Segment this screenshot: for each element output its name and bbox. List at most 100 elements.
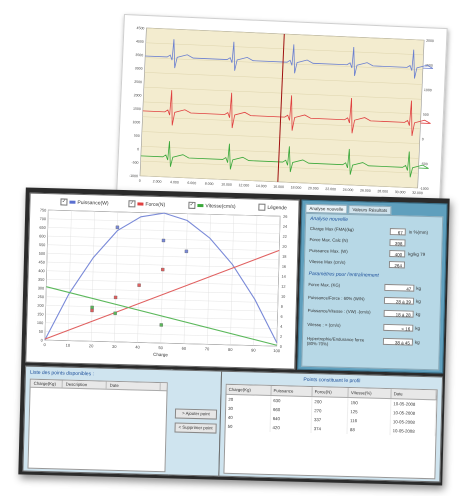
param-unit: kg <box>415 311 421 317</box>
ecg-left-tick-label: 1000 <box>132 120 140 124</box>
ecg-right-tick-label: 0 <box>422 137 424 141</box>
x-tick-label: 90 <box>251 347 256 352</box>
y-left-tick-label: 500 <box>39 252 45 256</box>
y-gridline <box>47 227 280 234</box>
y-gridline <box>44 339 277 347</box>
param-value-field[interactable]: 67 <box>389 228 406 236</box>
series-line <box>44 249 280 340</box>
y-gridline <box>45 305 278 312</box>
ecg-left-tick-label: 2500 <box>134 80 142 84</box>
data-point <box>90 308 94 313</box>
param-label: Vitesse Max (cm/s) <box>308 258 346 265</box>
ecg-gridline <box>143 86 422 100</box>
y-gridline <box>45 331 277 338</box>
y-right-tick-label: 2 <box>280 335 282 339</box>
ecg-x-tick-label: 28.000 <box>377 189 388 193</box>
param-label: Charge Max (FMA)(kg) <box>309 225 354 233</box>
param-label: Puissance/Vitesse : (VW) -(cm/s) <box>307 307 371 315</box>
param-row: Hypertrophie/Endurance force (80%-70%) 3… <box>307 336 435 348</box>
ecg-gridline <box>144 72 423 85</box>
ecg-x-tick-label: 32.000 <box>412 191 423 195</box>
remove-point-button[interactable]: < Supprimer point <box>174 422 217 434</box>
data-point <box>113 295 118 300</box>
series-line <box>46 286 277 346</box>
x-tick-label: 0 <box>44 342 47 347</box>
param-value-field[interactable]: 264 <box>388 261 406 269</box>
param-row: Force Max. (KG) 47 kg <box>308 282 436 294</box>
param-label: Hypertrophie/Endurance force (80%-70%) <box>306 335 365 346</box>
ecg-right-tick-label: 500 <box>423 113 429 117</box>
data-point <box>115 225 120 229</box>
ecg-x-tick-label: 22.000 <box>325 187 336 191</box>
available-points-list[interactable]: Charge(Kg) Description Date <box>27 378 168 473</box>
param-value-field[interactable]: 400 <box>389 250 406 258</box>
param-unit: kg/kg 79 <box>408 251 426 257</box>
y-gridline <box>48 218 280 226</box>
ecg-gridline <box>145 42 424 56</box>
y-gridline <box>46 287 279 295</box>
param-value-field[interactable]: < 16 <box>383 323 414 332</box>
ecg-x-tick-label: 2.000 <box>153 179 162 183</box>
column-header[interactable]: Date <box>106 381 161 391</box>
ecg-left-tick-label: 0 <box>137 147 139 151</box>
y-right-tick-label: 6 <box>280 315 282 319</box>
y-right-tick-label: 8 <box>281 305 283 309</box>
transfer-buttons: > Ajouter point < Supprimer point <box>168 369 222 477</box>
param-value-field[interactable]: 18 à 28 <box>383 309 414 318</box>
y-left-tick-label: 50 <box>39 330 43 334</box>
x-axis-label: Charge <box>153 352 168 357</box>
ecg-trace-middle <box>142 90 431 136</box>
param-value-field[interactable]: 28 à 39 <box>383 296 415 305</box>
y-right-tick-label: 24 <box>283 225 287 229</box>
ecg-cursor-line <box>277 33 285 182</box>
ecg-x-tick-label: 14.000 <box>256 184 267 188</box>
x-tick-label: 40 <box>135 344 140 349</box>
section-title: Paramètres pour l'entraînement <box>308 270 379 279</box>
param-row: Puissance/Force : 60% (W/N) 28 à 39 kg <box>308 295 436 307</box>
x-tick-label: 70 <box>205 346 210 351</box>
x-tick-label: 80 <box>228 347 233 352</box>
x-gridline <box>276 216 281 347</box>
param-row: Puissance/Vitesse : (VW) -(cm/s) 18 à 28… <box>308 308 436 320</box>
x-gridline <box>253 215 258 346</box>
param-row: Force Max. Calc (N) 398 <box>309 237 437 249</box>
data-point <box>90 305 94 310</box>
series-line <box>44 212 278 343</box>
ecg-x-tick-label: 0 <box>139 179 141 183</box>
y-gridline <box>45 313 278 321</box>
y-left-tick-label: 100 <box>37 321 43 325</box>
add-point-button[interactable]: > Ajouter point <box>174 408 218 420</box>
y-right-tick-label: 22 <box>283 235 287 239</box>
param-value-field[interactable]: 38 à 45 <box>382 337 414 346</box>
param-label: Vitesse : > (cm/s) <box>307 321 341 328</box>
cell: 374 <box>311 424 348 435</box>
column-header[interactable]: Description <box>62 380 107 389</box>
ecg-gridline <box>139 175 418 189</box>
profile-points-table[interactable]: Charge(Kg) Puissance Force(N) Vitesse(%)… <box>223 383 438 480</box>
ecg-x-tick-label: 8.000 <box>205 182 214 186</box>
ecg-trace-top <box>145 39 434 79</box>
x-tick-label: 50 <box>158 345 163 350</box>
data-point <box>137 283 141 287</box>
ecg-x-tick-label: 18.000 <box>291 185 302 189</box>
x-tick-label: 60 <box>182 346 187 351</box>
ecg-right-tick-label: 2000 <box>426 39 434 43</box>
y-gridline <box>45 296 278 304</box>
x-gridline <box>137 212 142 343</box>
cell: 10-05-2008 <box>390 426 436 437</box>
param-row: Puissance Max. (W) 400 kg/kg 79 <box>309 248 437 260</box>
ecg-chart: -1000 -500 0 500 1000 1500 2000 2500 3000 3500 400… <box>129 26 434 195</box>
param-value-field[interactable]: 398 <box>389 239 406 247</box>
param-value-field[interactable]: 47 <box>384 283 415 292</box>
ecg-gridline <box>142 116 421 130</box>
y-right-tick-label: 12 <box>281 285 285 289</box>
column-header[interactable]: Charge(Kg) <box>30 379 63 388</box>
param-label: Force Max. (KG) <box>308 281 341 288</box>
tab-content: Analyse nouvelle Charge Max (FMA)(kg) 67… <box>301 212 444 371</box>
ecg-gridline <box>146 27 425 41</box>
data-point <box>159 323 163 327</box>
available-points-title: Liste des points disponibles : <box>29 369 94 378</box>
table-header: Charge(Kg) Description Date <box>30 379 167 392</box>
ecg-x-tick-label: 6.000 <box>187 181 196 185</box>
y-right-tick-label: 18 <box>282 255 286 259</box>
